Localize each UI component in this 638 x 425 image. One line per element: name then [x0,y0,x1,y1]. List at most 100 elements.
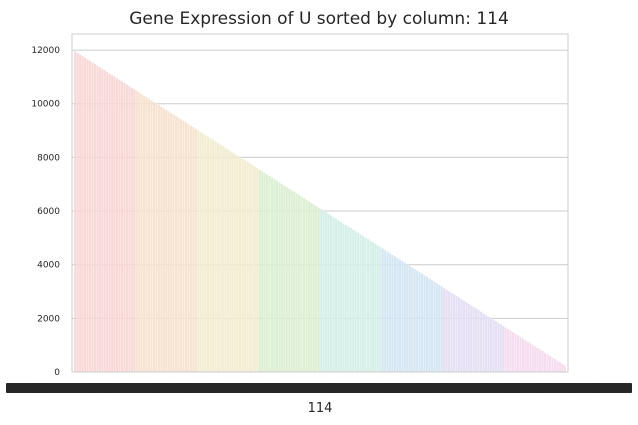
bar [253,166,256,372]
bar [376,245,379,372]
bar [302,198,306,372]
bar [391,254,394,372]
bar [512,332,515,372]
bar [374,243,377,372]
bar [98,67,101,373]
bar [334,218,338,372]
bar [91,62,94,372]
bar [325,212,328,372]
bar [214,141,217,372]
y-tick-label: 0 [54,368,60,378]
bar [202,133,205,372]
bar [362,235,365,372]
bar [379,247,382,372]
bar [177,117,180,373]
bar [413,269,416,372]
bar [155,103,158,372]
bar [147,98,151,372]
bar [401,261,404,372]
bar [327,213,330,372]
bar [182,120,185,372]
bar [344,224,347,372]
bar [470,305,473,372]
bar [433,281,436,372]
bar [239,157,242,372]
y-tick-label: 6000 [37,207,60,217]
bar [320,209,323,372]
y-tick-labels: 0 2000 4000 6000 8000 10000 12000 [31,46,60,378]
bar [487,316,490,372]
bar [502,325,505,372]
bar [482,313,485,372]
bar [357,232,360,372]
bar [384,250,387,372]
bar [216,142,219,372]
bar [448,291,451,372]
bar [101,68,104,372]
bar [332,217,335,372]
bar [145,97,148,373]
bar [558,362,561,372]
bar [305,199,308,372]
bar [504,327,507,372]
bar [288,188,291,372]
bar [475,308,478,372]
bar [256,168,259,372]
bar [106,71,109,372]
bar [467,303,470,372]
bar [231,152,234,372]
x-tick-label [624,383,632,393]
bar [393,256,397,372]
bar [261,171,264,372]
bar [371,242,374,372]
bar [172,114,175,373]
bar [285,187,288,372]
bar [236,155,239,372]
bar [398,259,401,372]
bar [88,60,92,373]
plot-frame [71,33,569,373]
bar [113,76,116,373]
bar [219,144,222,372]
bar [86,59,89,372]
bar [428,278,431,372]
bar [534,346,537,372]
bar [187,123,190,373]
bar [342,223,345,372]
bar [226,149,229,372]
bar [349,228,352,372]
bar [165,109,168,372]
bar [548,355,552,372]
bar [492,319,495,372]
bar [330,215,333,372]
bar [243,160,247,372]
bar [229,150,232,372]
bar [162,108,165,373]
bar [140,94,143,373]
bar [118,79,121,372]
bar [248,163,251,372]
bar [364,237,367,372]
bar [480,311,483,372]
bar [96,65,99,372]
bar [167,111,170,373]
bar [74,51,77,372]
bar [312,204,315,372]
bar [386,251,389,372]
y-tick-label: 8000 [37,153,60,163]
bar [123,82,126,372]
bar [544,352,547,372]
bar [179,119,183,372]
bar [79,54,82,373]
bar [494,321,497,372]
bar [199,131,202,372]
bar [175,116,178,372]
bar [207,136,210,372]
bar [234,153,237,372]
bar [268,176,271,372]
bar [472,306,475,372]
plot-border [71,33,569,373]
bar [531,344,534,372]
bar [170,112,173,372]
